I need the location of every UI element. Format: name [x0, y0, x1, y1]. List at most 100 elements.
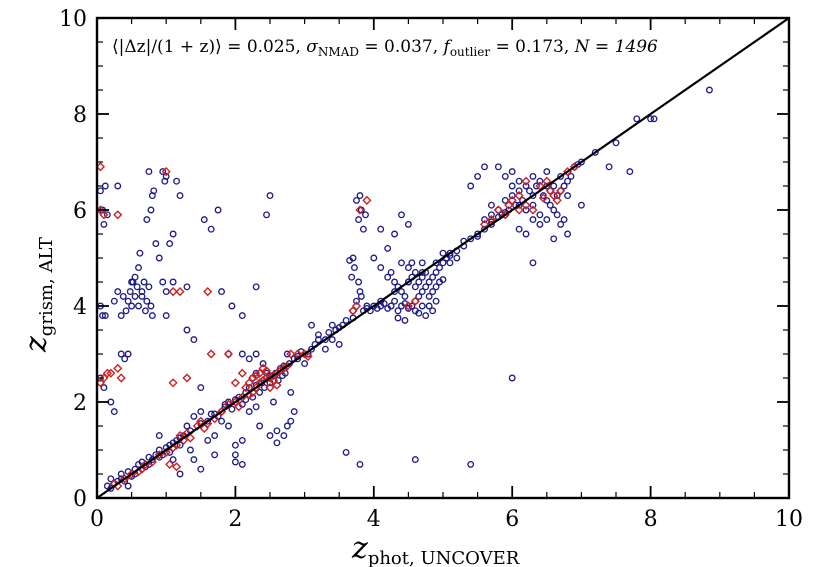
blue-data-point — [515, 187, 523, 195]
blue-data-point — [550, 206, 558, 214]
blue-data-point — [218, 288, 226, 296]
blue-data-point — [408, 259, 416, 267]
blue-data-point — [263, 211, 270, 219]
blue-data-point — [401, 292, 409, 300]
blue-data-point — [159, 168, 167, 176]
blue-data-point — [148, 312, 156, 320]
blue-data-point — [183, 283, 191, 291]
blue-data-point — [577, 201, 585, 209]
blue-data-point — [138, 292, 146, 300]
blue-data-point — [567, 172, 575, 180]
blue-data-point — [287, 417, 295, 425]
red-data-point — [504, 200, 514, 210]
blue-data-point — [136, 249, 144, 257]
blue-data-point — [387, 302, 395, 310]
y-tick-label: 4 — [73, 295, 87, 320]
red-data-point — [258, 363, 268, 373]
blue-data-point — [283, 422, 291, 430]
blue-data-point — [190, 336, 198, 344]
red-data-point — [255, 368, 265, 378]
red-data-point — [303, 351, 313, 361]
blue-data-point — [357, 292, 365, 300]
red-data-point — [286, 349, 296, 359]
blue-data-point — [418, 268, 426, 276]
x-tick-label: 8 — [644, 507, 658, 532]
blue-data-point — [425, 278, 433, 286]
blue-data-point — [446, 259, 454, 267]
blue-data-point — [138, 288, 146, 296]
red-data-point — [521, 176, 531, 186]
red-data-point — [223, 349, 234, 359]
blue-data-point — [342, 316, 350, 324]
blue-data-point — [359, 225, 367, 233]
blue-data-point — [207, 410, 215, 418]
blue-data-point — [605, 163, 613, 171]
blue-data-point — [487, 211, 495, 219]
blue-data-point — [411, 268, 419, 276]
blue-data-point — [280, 432, 288, 440]
red-data-point — [355, 205, 365, 215]
blue-data-point — [126, 288, 134, 296]
blue-data-point — [197, 465, 205, 473]
blue-data-point — [124, 297, 132, 305]
blue-data-point — [161, 177, 169, 185]
blue-data-point — [169, 456, 177, 464]
blue-data-point — [290, 408, 298, 416]
red-data-point — [351, 301, 362, 311]
blue-data-point — [532, 182, 540, 190]
blue-data-point — [432, 297, 440, 305]
blue-data-point — [425, 302, 433, 310]
blue-data-point — [186, 446, 194, 454]
blue-data-point — [536, 220, 544, 228]
blue-data-point — [273, 439, 281, 447]
blue-data-point — [135, 264, 142, 272]
blue-data-point — [131, 292, 139, 300]
blue-data-point — [612, 139, 620, 147]
blue-data-point — [408, 302, 416, 310]
blue-data-point — [391, 297, 399, 305]
blue-data-point — [190, 412, 198, 420]
blue-data-point — [377, 264, 385, 272]
blue-data-point — [231, 441, 239, 449]
blue-data-point — [432, 283, 440, 291]
blue-data-point — [124, 350, 132, 358]
blue-data-point — [225, 422, 232, 430]
blue-data-point — [557, 172, 565, 180]
blue-data-point — [124, 482, 132, 490]
blue-data-point — [162, 312, 170, 320]
blue-data-point — [99, 312, 106, 320]
blue-data-point — [294, 355, 302, 363]
blue-data-point — [135, 302, 142, 310]
red-data-point — [403, 301, 413, 311]
blue-data-point — [117, 312, 125, 320]
blue-data-point — [422, 283, 430, 291]
blue-data-point — [356, 192, 364, 200]
blue-data-point — [560, 216, 568, 224]
red-data-point — [230, 378, 240, 388]
blue-data-point — [560, 182, 568, 190]
blue-data-point — [391, 278, 399, 286]
blue-data-point — [529, 172, 537, 180]
blue-data-point — [362, 211, 369, 219]
blue-data-point — [446, 249, 454, 257]
red-data-point — [514, 205, 524, 215]
blue-data-point — [429, 288, 437, 296]
blue-data-point — [418, 288, 426, 296]
red-data-point — [261, 366, 272, 376]
red-data-point — [237, 368, 247, 378]
blue-data-point — [474, 230, 482, 238]
blue-data-point — [398, 211, 405, 219]
blue-data-point — [117, 350, 125, 358]
blue-data-point — [266, 432, 274, 440]
blue-data-point — [391, 288, 399, 296]
red-data-point — [552, 195, 562, 205]
blue-data-point — [633, 115, 641, 123]
red-data-point — [362, 195, 372, 205]
blue-data-point — [143, 297, 151, 305]
red-data-point — [99, 210, 109, 220]
blue-data-point — [529, 192, 537, 200]
x-tick-label: 4 — [367, 507, 381, 532]
blue-data-point — [328, 321, 336, 329]
x-tick-label: 0 — [90, 507, 104, 532]
blue-data-point — [128, 302, 136, 310]
